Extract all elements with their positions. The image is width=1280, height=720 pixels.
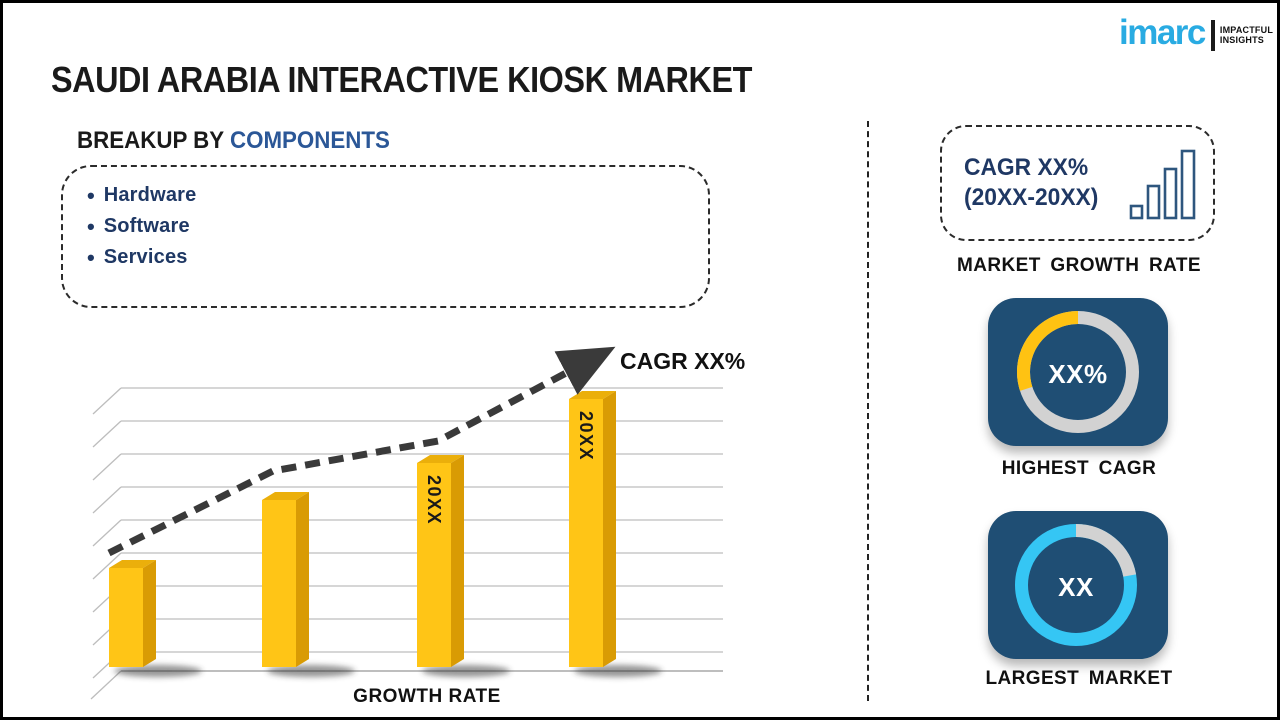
breakup-heading: BREAKUP BY COMPONENTS [77,127,390,155]
largest-market-caption: LARGEST MARKET [985,668,1173,689]
growth-card-period: (20XX-20XX) [964,184,1099,211]
chart-gridlines [90,387,723,700]
imarc-logo: imarc IMPACTFUL INSIGHTS [1119,15,1273,51]
breakup-components-box: • Hardware • Software • Services [61,165,710,308]
growth-card-text: CAGR XX% (20XX-20XX) [964,153,1105,213]
trend-arrow [107,346,616,557]
list-item: • Hardware [87,180,708,211]
largest-market-value: XX [1058,572,1094,602]
breakup-heading-prefix: BREAKUP BY [77,127,230,154]
logo-tagline-line2: INSIGHTS [1219,35,1265,45]
growth-card-cagr: CAGR XX% [964,154,1089,181]
logo-tagline-line1: IMPACTFUL [1219,24,1274,35]
list-item: • Services [87,242,708,273]
svg-text:20XX: 20XX [576,411,596,461]
chart-bars: 20XX 20XX [109,391,662,677]
bullet-icon: • [87,245,95,270]
x-axis-label: GROWTH RATE [353,686,501,707]
breakup-heading-highlight: COMPONENTS [229,127,390,154]
market-growth-rate-card: CAGR XX% (20XX-20XX) [940,125,1215,241]
market-growth-rate-caption: MARKET GROWTH RATE [957,255,1201,276]
logo-tagline: IMPACTFUL INSIGHTS [1220,25,1273,46]
list-item: • Software [87,211,708,242]
cagr-annotation: CAGR XX% [620,348,745,374]
largest-market-card: XX [988,511,1168,659]
highest-cagr-value: XX% [1048,359,1107,389]
component-hardware-label: Hardware [103,184,197,206]
page-title: SAUDI ARABIA INTERACTIVE KIOSK MARKET [51,59,752,100]
rising-bars-icon [1129,149,1196,220]
component-services-label: Services [103,246,188,268]
largest-market-donut: XX [1015,524,1137,646]
svg-text:20XX: 20XX [424,475,444,525]
bullet-icon: • [87,214,95,239]
logo-divider-bar [1210,19,1215,51]
highest-cagr-caption: HIGHEST CAGR [1001,458,1157,479]
imarc-logo-wordmark: imarc [1119,13,1206,52]
highest-cagr-donut: XX% [1017,311,1139,433]
section-divider [867,121,869,701]
bullet-icon: • [87,183,95,208]
growth-rate-chart: 20XX 20XX CAGR XX% GROWTH RATE [90,346,745,707]
component-software-label: Software [103,215,190,237]
highest-cagr-card: XX% [988,298,1168,446]
